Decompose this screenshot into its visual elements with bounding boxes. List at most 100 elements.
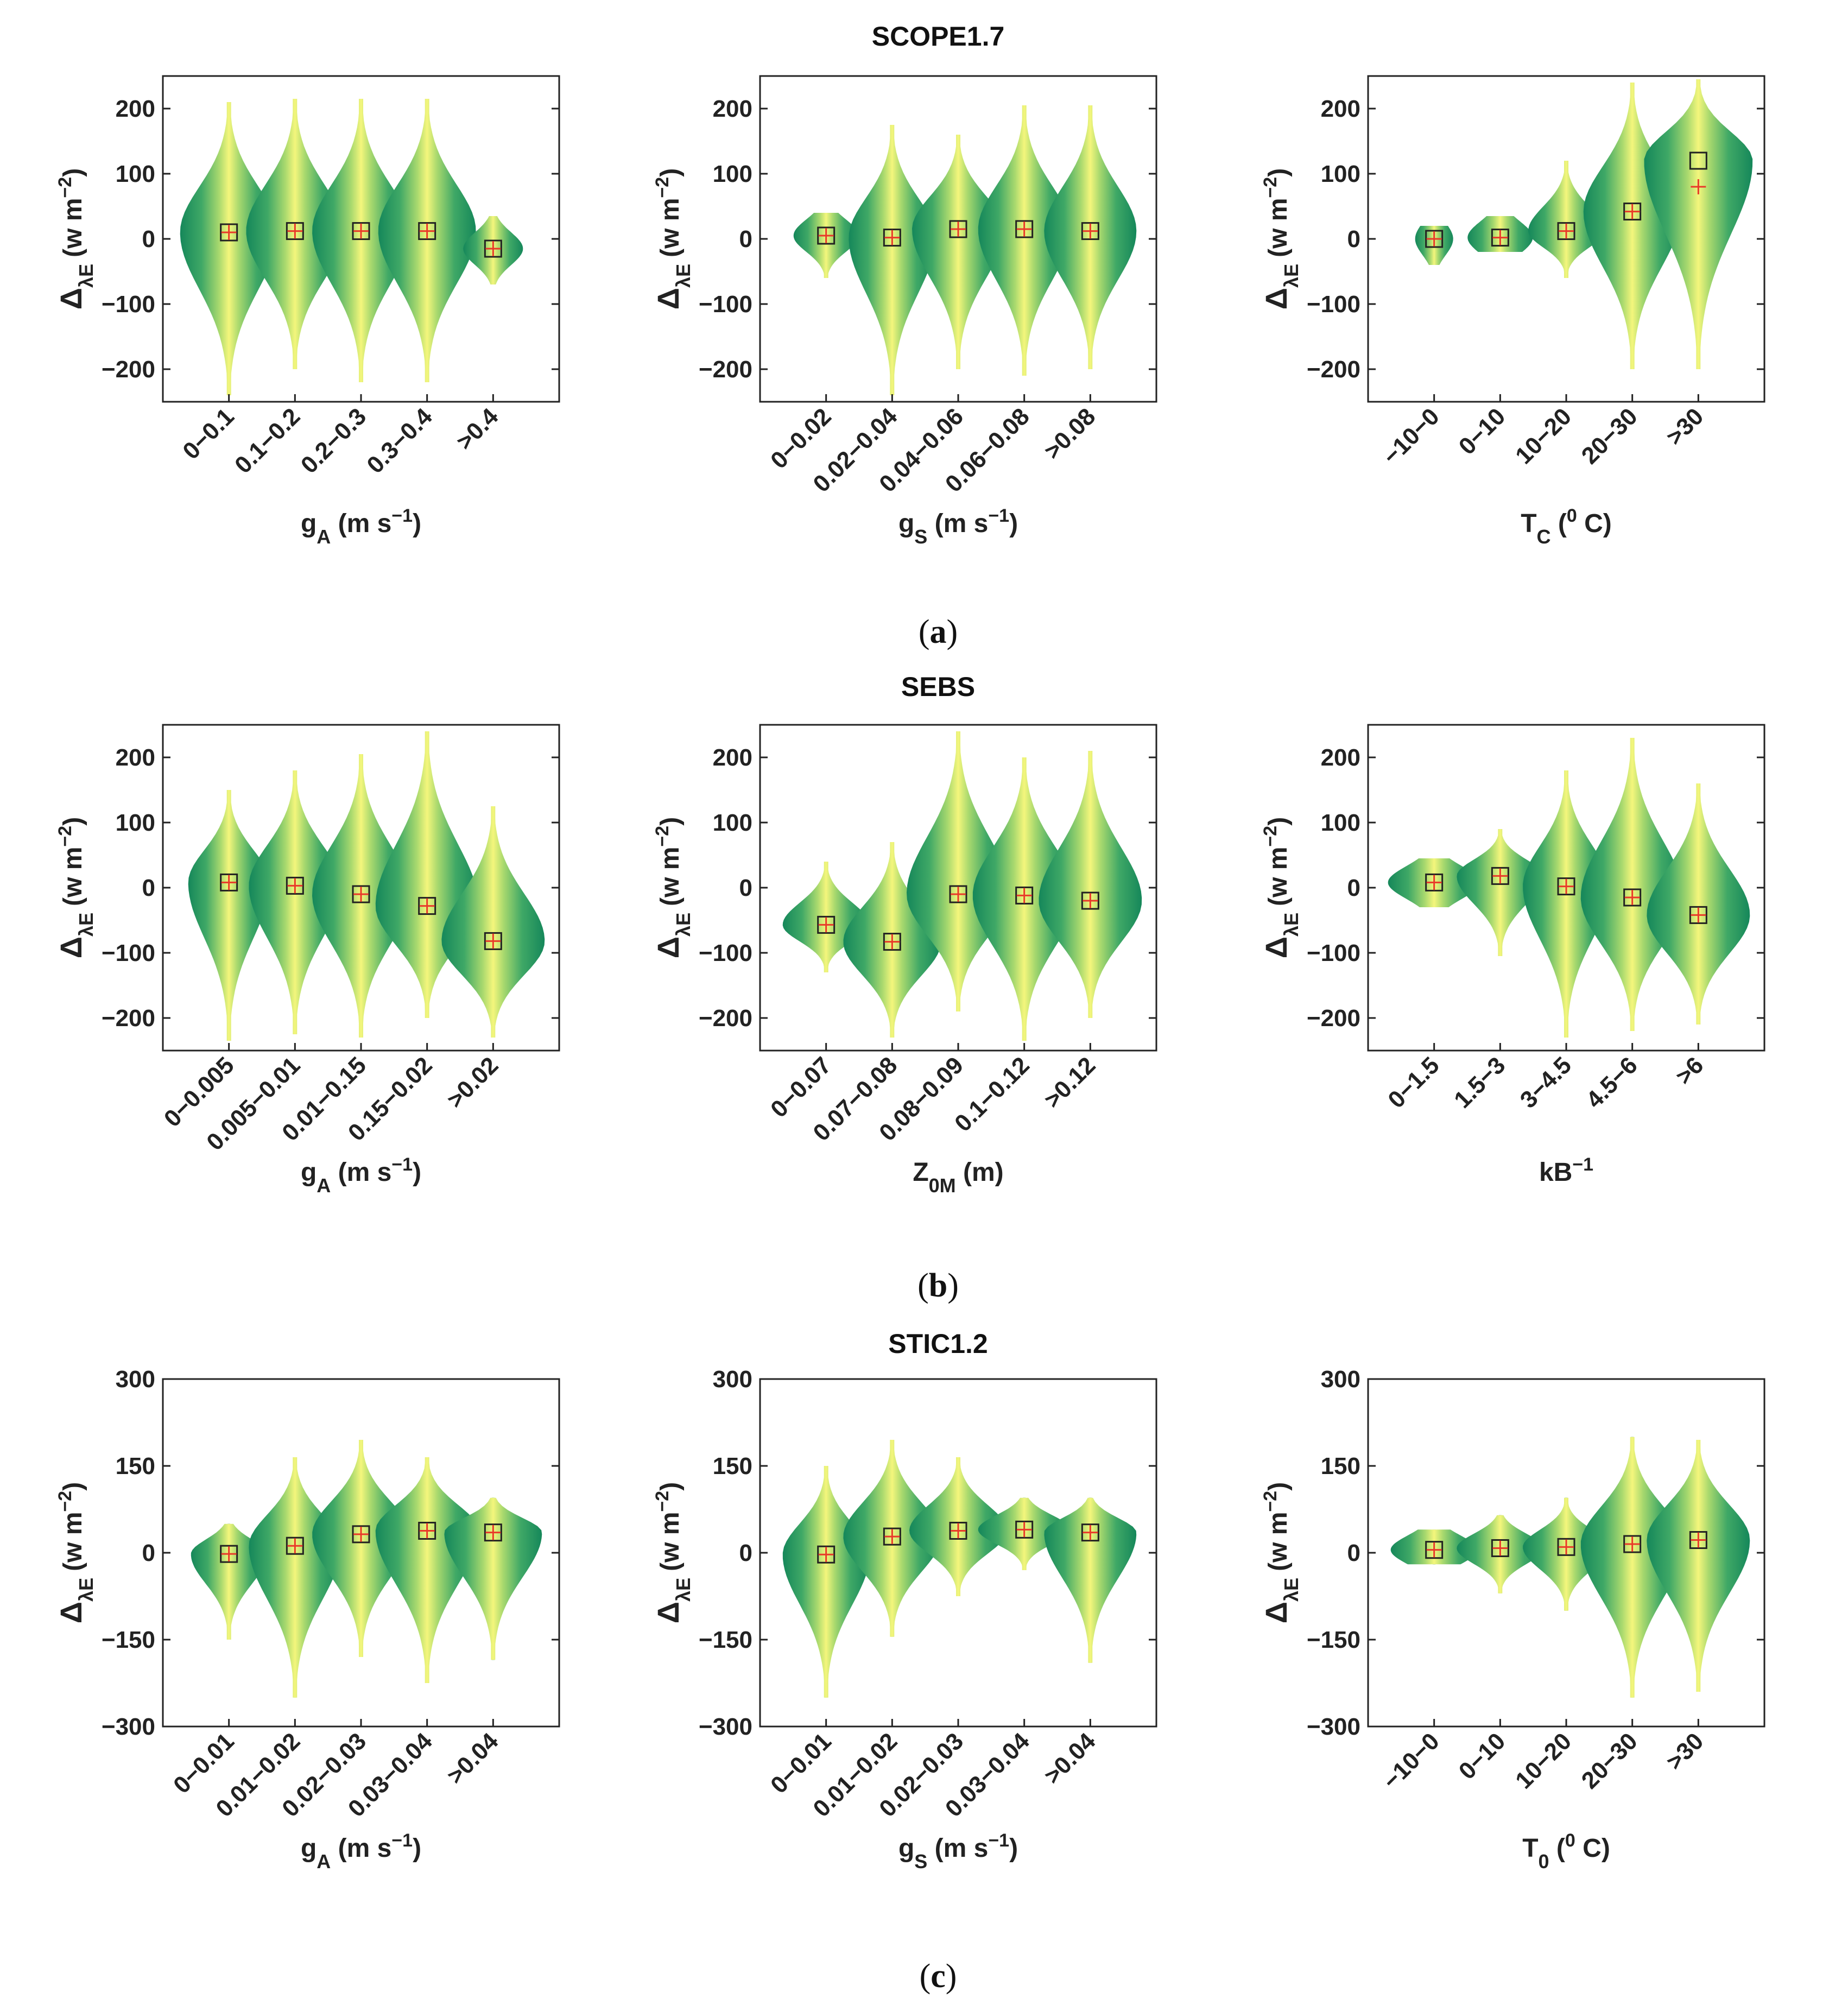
violin-body bbox=[1647, 783, 1750, 1025]
median-marker bbox=[418, 222, 436, 241]
panel-sebs-z0m: −200−10001002000−0.070.07−0.080.08−0.090… bbox=[651, 724, 1157, 1197]
median-marker bbox=[286, 222, 304, 241]
x-tick-label: −10−0 bbox=[1378, 1728, 1445, 1794]
panel-sebs-ga: −200−10001002000−0.0050.005−0.010.01−0.1… bbox=[54, 724, 560, 1197]
violin-body bbox=[1044, 1497, 1137, 1663]
y-tick-label: −200 bbox=[1307, 1005, 1360, 1032]
mean-marker bbox=[818, 917, 834, 933]
median-marker bbox=[817, 915, 836, 934]
mean-marker bbox=[221, 225, 237, 240]
panel-sebs-kb: −200 −100 0 100 200 0−1.5 1.5−3 3−4.5 4.5−6 >6 kB−… bbox=[1259, 724, 1765, 1187]
y-tick-label: 0 bbox=[142, 875, 155, 901]
mean-marker bbox=[353, 1526, 369, 1542]
mean-marker bbox=[884, 1529, 900, 1545]
y-tick-label: 200 bbox=[713, 744, 752, 771]
y-tick-label: 150 bbox=[116, 1453, 155, 1479]
violin-body bbox=[180, 102, 278, 395]
median-marker bbox=[220, 873, 238, 891]
median-marker bbox=[883, 1527, 901, 1546]
y-tick-label: 200 bbox=[1321, 96, 1360, 122]
mean-marker bbox=[221, 875, 237, 890]
mean-marker bbox=[884, 934, 900, 950]
median-marker bbox=[1015, 1520, 1034, 1539]
y-tick-label: 100 bbox=[116, 810, 155, 836]
median-marker bbox=[883, 229, 901, 247]
mean-marker bbox=[1691, 1532, 1706, 1548]
y-tick-label: −100 bbox=[699, 940, 752, 966]
mean-marker bbox=[1083, 1525, 1098, 1540]
y-tick-label: 100 bbox=[116, 161, 155, 187]
violin-body bbox=[1523, 770, 1610, 1038]
y-tick-label: 0 bbox=[739, 1540, 752, 1566]
median-marker bbox=[418, 1521, 436, 1540]
x-tick-label: >30 bbox=[1661, 403, 1708, 450]
median-marker bbox=[1425, 230, 1444, 248]
y-tick-label: −100 bbox=[102, 291, 155, 318]
panel-scope-ga: −200 −100 0 100 200 0−0.10.1−0.20.2−0.30.3−0.… bbox=[54, 75, 560, 548]
median-marker bbox=[949, 885, 967, 903]
caption-b: (b) bbox=[917, 1267, 959, 1304]
mean-marker bbox=[1624, 1536, 1640, 1552]
x-tick-label: 0−10 bbox=[1454, 403, 1511, 460]
y-tick-label: 0 bbox=[1347, 875, 1360, 901]
median-marker bbox=[484, 239, 502, 258]
row-title-sebs: SEBS bbox=[901, 672, 975, 702]
mean-marker bbox=[1559, 1539, 1574, 1555]
mean-marker bbox=[1426, 1542, 1442, 1558]
mean-marker bbox=[818, 1547, 834, 1563]
mean-marker bbox=[1624, 204, 1640, 219]
x-tick-label: >0.04 bbox=[442, 1728, 504, 1789]
caption-c: (c) bbox=[920, 1958, 957, 1995]
violin-body bbox=[441, 806, 545, 1038]
violin-body bbox=[1644, 79, 1753, 369]
mean-marker bbox=[1083, 893, 1098, 908]
median-marker bbox=[352, 885, 370, 903]
violin-body bbox=[249, 770, 341, 1034]
y-tick-label: 100 bbox=[1321, 810, 1360, 836]
violin-body bbox=[793, 213, 859, 278]
x-tick-label: >0.4 bbox=[451, 403, 503, 455]
y-tick-label: 100 bbox=[713, 161, 752, 187]
mean-marker bbox=[951, 222, 966, 237]
median-marker bbox=[1689, 906, 1707, 924]
y-axis-label: ΔλE(w m−2) bbox=[651, 817, 694, 958]
x-tick-label: >6 bbox=[1670, 1052, 1708, 1090]
x-tick-label: 0−0.1 bbox=[178, 403, 239, 464]
median-marker bbox=[484, 932, 502, 950]
x-tick-label: >0.12 bbox=[1039, 1052, 1100, 1113]
y-tick-label: 300 bbox=[116, 1366, 155, 1393]
y-axis-label: ΔλE(w m−2) bbox=[1259, 817, 1302, 958]
y-tick-label: −100 bbox=[102, 940, 155, 966]
y-tick-label: 200 bbox=[116, 96, 155, 122]
mean-marker bbox=[1492, 868, 1508, 884]
y-axis-label: ΔλE(w m−2) bbox=[1259, 1482, 1302, 1623]
row-title-stic: STIC1.2 bbox=[888, 1329, 988, 1359]
mean-marker bbox=[353, 223, 369, 239]
median-marker bbox=[1491, 867, 1509, 885]
y-tick-label: 300 bbox=[1321, 1366, 1360, 1393]
mean-marker bbox=[818, 228, 834, 243]
mean-marker bbox=[1559, 223, 1574, 239]
violin-body bbox=[249, 1457, 341, 1698]
median-marker bbox=[1081, 891, 1099, 910]
mean-marker bbox=[419, 1523, 435, 1539]
y-tick-label: −200 bbox=[699, 1005, 752, 1032]
mean-marker bbox=[1426, 231, 1442, 246]
median-marker bbox=[220, 1545, 238, 1563]
median-marker bbox=[949, 220, 967, 238]
median-marker bbox=[1425, 873, 1444, 891]
y-axis-label: ΔλE(w m−2) bbox=[651, 1482, 694, 1623]
violin-body bbox=[912, 135, 1004, 369]
y-tick-label: −150 bbox=[1307, 1627, 1360, 1653]
y-tick-label: −300 bbox=[1307, 1713, 1360, 1740]
mean-marker bbox=[485, 933, 501, 949]
mean-marker bbox=[884, 230, 900, 245]
caption-a: (a) bbox=[919, 614, 958, 650]
mean-marker bbox=[1426, 875, 1442, 890]
y-tick-label: −150 bbox=[699, 1627, 752, 1653]
median-marker bbox=[1425, 1541, 1444, 1559]
median-marker bbox=[1689, 1531, 1707, 1550]
median-marker bbox=[817, 1545, 836, 1564]
median-marker bbox=[286, 876, 304, 895]
y-tick-label: −200 bbox=[102, 356, 155, 383]
